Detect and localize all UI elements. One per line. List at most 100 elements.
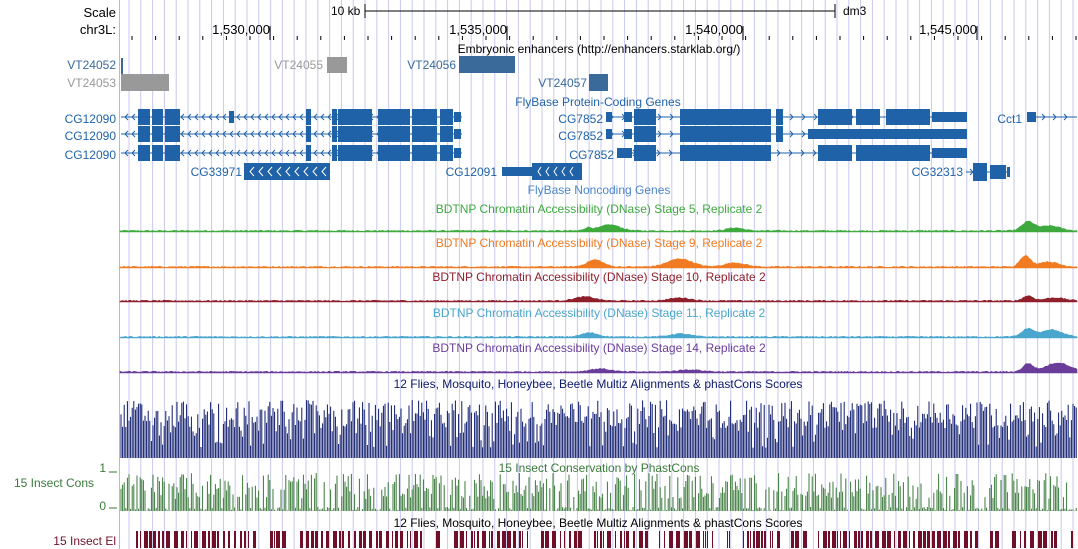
conserved-element[interactable] <box>705 531 706 548</box>
conserved-element[interactable] <box>669 531 673 548</box>
enhancer-label-vt24052[interactable]: VT24052 <box>67 58 116 72</box>
exon[interactable] <box>990 165 1006 179</box>
exon[interactable] <box>229 111 234 123</box>
exon[interactable] <box>634 109 656 125</box>
conserved-element[interactable] <box>149 531 152 548</box>
exon[interactable] <box>680 109 771 125</box>
conserved-element[interactable] <box>870 531 872 548</box>
conserved-element[interactable] <box>326 531 329 548</box>
multiz-conservation-bars[interactable] <box>120 400 1077 458</box>
conserved-element[interactable] <box>943 531 947 548</box>
conserved-element[interactable] <box>545 531 549 548</box>
exon[interactable] <box>338 126 372 142</box>
exon[interactable] <box>338 109 372 125</box>
conserved-element[interactable] <box>228 531 230 548</box>
gene-label-cg7852-2[interactable]: CG7852 <box>558 129 603 143</box>
exon[interactable] <box>932 148 967 158</box>
conserved-element[interactable] <box>181 531 184 548</box>
exon[interactable] <box>332 109 337 125</box>
phastcons-side-label[interactable]: 15 Insect Cons <box>14 476 94 490</box>
conserved-element[interactable] <box>664 531 665 548</box>
conserved-element[interactable] <box>837 531 838 548</box>
conserved-element[interactable] <box>1054 531 1057 548</box>
enhancer-vt24052[interactable] <box>121 58 123 74</box>
conserved-element[interactable] <box>460 531 464 548</box>
enhancer-label-vt24057[interactable]: VT24057 <box>538 76 587 90</box>
conserved-element[interactable] <box>1038 531 1042 548</box>
conserved-element[interactable] <box>898 531 901 548</box>
conserved-element[interactable] <box>217 531 219 548</box>
gene-label-cg7852-3[interactable]: CG7852 <box>569 148 614 162</box>
conserved-element[interactable] <box>948 531 950 548</box>
conserved-element[interactable] <box>854 531 857 548</box>
exon[interactable] <box>332 126 337 142</box>
conserved-element[interactable] <box>791 531 794 548</box>
exon[interactable] <box>808 129 967 139</box>
conserved-element[interactable] <box>174 531 178 548</box>
conserved-element[interactable] <box>208 531 210 548</box>
conserved-element[interactable] <box>875 531 879 548</box>
dnase-tracks[interactable]: BDTNP Chromatin Accessibility (DNase) St… <box>119 202 1078 374</box>
conserved-element[interactable] <box>843 531 847 548</box>
conserved-element[interactable] <box>909 531 910 548</box>
phastcons-track[interactable]: 15 Insect Conservation by PhastCons 15 I… <box>14 461 1077 513</box>
dnase-stage5-signal[interactable] <box>119 220 1078 233</box>
exon[interactable] <box>338 145 372 161</box>
conserved-element[interactable] <box>186 531 187 548</box>
elements-side-label[interactable]: 15 Insect El <box>53 534 116 548</box>
conserved-element[interactable] <box>386 531 389 548</box>
conserved-element[interactable] <box>240 531 242 548</box>
conserved-element[interactable] <box>727 531 728 548</box>
conserved-element[interactable] <box>212 531 216 548</box>
exon[interactable] <box>606 129 612 139</box>
conserved-element[interactable] <box>477 531 479 548</box>
exon[interactable] <box>1027 112 1036 122</box>
exon[interactable] <box>138 145 150 161</box>
conserved-element[interactable] <box>270 531 273 548</box>
exon[interactable] <box>165 109 180 125</box>
conserved-element[interactable] <box>626 531 629 548</box>
conserved-element[interactable] <box>729 531 730 548</box>
conserved-element[interactable] <box>747 531 749 548</box>
gene-cg7852-3[interactable] <box>617 145 967 161</box>
exon[interactable] <box>152 145 163 161</box>
conserved-element[interactable] <box>903 531 907 548</box>
conserved-element[interactable] <box>803 531 807 548</box>
phastcons-conservation-bars[interactable] <box>120 473 1077 511</box>
exon[interactable] <box>624 129 632 139</box>
conserved-element[interactable] <box>913 531 915 548</box>
conserved-element[interactable] <box>311 531 314 548</box>
conserved-element[interactable] <box>502 531 506 548</box>
conserved-elements-track[interactable]: 12 Flies, Mosquito, Honeybee, Beetle Mul… <box>53 516 1073 548</box>
conserved-element[interactable] <box>624 531 625 548</box>
conserved-element[interactable] <box>348 531 350 548</box>
conserved-element[interactable] <box>832 531 836 548</box>
exon[interactable] <box>165 126 180 142</box>
exon[interactable] <box>634 145 656 161</box>
conserved-element[interactable] <box>466 531 467 548</box>
conserved-element[interactable] <box>777 531 780 548</box>
exon[interactable] <box>306 109 311 125</box>
exon[interactable] <box>856 145 930 161</box>
exon[interactable] <box>1007 167 1010 177</box>
gene-label-cg12090-3[interactable]: CG12090 <box>65 148 117 162</box>
conserved-element[interactable] <box>507 531 511 548</box>
conserved-element[interactable] <box>858 531 860 548</box>
conserved-element-blocks[interactable] <box>136 531 1073 548</box>
conserved-element[interactable] <box>315 531 318 548</box>
conserved-element[interactable] <box>436 531 440 548</box>
conserved-element[interactable] <box>282 531 286 548</box>
exon[interactable] <box>454 148 461 158</box>
conserved-element[interactable] <box>918 531 922 548</box>
exon[interactable] <box>412 126 437 142</box>
conserved-element[interactable] <box>140 531 141 548</box>
conserved-element[interactable] <box>1043 531 1047 548</box>
exon[interactable] <box>886 109 930 125</box>
conserved-element[interactable] <box>620 531 622 548</box>
conserved-element[interactable] <box>970 531 972 548</box>
conserved-element[interactable] <box>359 531 362 548</box>
conserved-element[interactable] <box>194 531 198 548</box>
exon[interactable] <box>244 163 330 180</box>
exon[interactable] <box>152 126 163 142</box>
